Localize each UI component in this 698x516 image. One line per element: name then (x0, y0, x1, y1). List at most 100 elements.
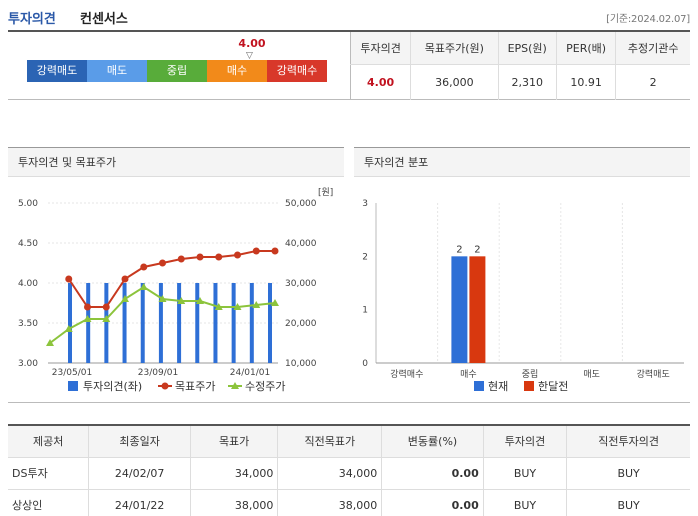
y-left-tick-label: 3.00 (18, 359, 38, 369)
y-left-tick-label: 4.00 (18, 279, 38, 289)
section-header: 투자의견 컨센서스 [기준:2024.02.07] (8, 6, 690, 28)
target-price-point (121, 275, 129, 283)
bar-value-label: 2 (474, 244, 480, 255)
col-header-target: 목표주가(원) (410, 32, 498, 65)
col-header-provider: 제공처 (8, 424, 89, 458)
table-cell: BUY (482, 489, 567, 516)
target-price-value: 36,000 (410, 64, 498, 100)
legend-swatch-opinion (68, 381, 78, 391)
y-tick-label: 3 (362, 199, 368, 209)
table-row: 상상인 24/01/22 38,000 38,000 0.00 BUY BUY (8, 489, 690, 516)
adjusted-price-point (139, 283, 148, 290)
per-value: 10.91 (555, 64, 616, 100)
legend-label: 수정주가 (245, 380, 285, 393)
opinion-bar (177, 283, 182, 363)
opinion-bar (68, 283, 72, 363)
adjusted-price-point (252, 301, 261, 308)
legend-label: 목표주가 (175, 380, 215, 393)
target-price-point (271, 247, 279, 255)
institution-count-value: 2 (615, 64, 690, 100)
col-header-last-date: 최종일자 (88, 424, 191, 458)
table-cell: 0.00 (381, 489, 484, 516)
opinion-price-chart: 3.00 3.50 4.00 4.50 5.00 10,000 20,000 30,000 40… (18, 187, 333, 393)
adjusted-price-point (271, 299, 279, 306)
base-date: [기준:2024.02.07] (606, 14, 690, 25)
y-tick-label: 2 (362, 252, 368, 262)
opinion-bar (140, 283, 145, 363)
adjusted-price-point (233, 303, 242, 310)
legend-label: 현재 (488, 380, 508, 393)
adjusted-price-point (196, 297, 204, 304)
table-cell: BUY (566, 457, 690, 490)
month-ago-bar (469, 256, 486, 363)
target-price-point (84, 303, 91, 311)
col-header-target: 목표가 (189, 424, 278, 458)
y-right-tick-label: 30,000 (285, 279, 317, 289)
opinion-bar (86, 283, 91, 363)
opinion-bar (122, 283, 127, 363)
table-cell: 24/01/22 (88, 489, 191, 516)
legend-marker-adjusted (231, 382, 239, 389)
table-cell: 38,000 (189, 489, 278, 516)
legend-label: 한달전 (538, 380, 568, 393)
col-header-prev-target: 직전목표가 (277, 424, 382, 458)
opinion-bar (195, 283, 200, 363)
legend-swatch-month-ago (524, 381, 534, 391)
legend-label: 투자의견(좌) (83, 380, 142, 393)
y-right-unit-label: [원] (318, 187, 333, 198)
adjusted-price-point (214, 303, 223, 310)
x-tick-label: 강력매수 (390, 368, 423, 380)
adjusted-price-point (46, 339, 54, 346)
bar-value-label: 2 (456, 244, 462, 255)
opinion-pointer-icon: ▽ (246, 51, 253, 61)
section-title: 투자의견 (8, 12, 56, 27)
current-bar (451, 256, 468, 363)
y-tick-label: 1 (362, 306, 368, 316)
col-header-opinion: 투자의견 (349, 32, 411, 65)
y-left-tick-label: 5.00 (18, 199, 38, 209)
adjusted-price-point (158, 295, 167, 302)
table-cell: DS투자 (8, 457, 89, 490)
opinion-bar (268, 283, 272, 363)
section-divider (8, 402, 690, 403)
legend-marker-target (161, 382, 169, 390)
y-right-tick-label: 20,000 (285, 319, 317, 329)
table-cell: BUY (566, 489, 690, 516)
x-tick-label: 강력매도 (637, 368, 670, 380)
y-right-tick-label: 40,000 (285, 239, 317, 249)
target-price-point (159, 259, 166, 267)
opinion-scale-segment: 강력매수 (267, 60, 327, 82)
opinion-value: 4.00 (349, 64, 411, 100)
col-header-change: 변동률(%) (381, 424, 484, 458)
y-left-tick-label: 3.50 (18, 319, 38, 329)
target-price-point (65, 275, 73, 283)
x-tick-label: 23/05/01 (52, 368, 92, 378)
opinion-distribution-chart: 0 1 2 3 강력매수 매수 중립 매도 강력매도 2 2 현재 한달전 (362, 199, 684, 393)
table-cell: 38,000 (277, 489, 382, 516)
opinion-summary: 4.00 ▽ 강력매도 매도 중립 매수 강력매수 투자의견 목표주가(원) EPS(원… (8, 32, 690, 100)
adjusted-price-point (83, 315, 92, 322)
col-header-opinion: 투자의견 (482, 424, 567, 458)
target-price-point (140, 263, 148, 271)
header-divider (8, 30, 690, 32)
provider-table: 제공처 최종일자 목표가 직전목표가 변동률(%) 투자의견 직전투자의견 DS… (8, 424, 690, 516)
opinion-bar (249, 283, 254, 363)
x-tick-label: 매도 (583, 369, 600, 380)
target-price-point (234, 251, 241, 259)
y-tick-label: 0 (362, 359, 368, 369)
target-price-point (252, 247, 260, 255)
adjusted-price-point (177, 297, 186, 304)
y-right-tick-label: 10,000 (285, 359, 317, 369)
opinion-bar (231, 283, 236, 363)
opinion-scale-segment: 매도 (87, 60, 147, 82)
section-subtitle: 컨센서스 (80, 12, 128, 27)
x-tick-label: 중립 (522, 369, 539, 380)
adjusted-price-point (102, 315, 111, 322)
y-right-tick-label: 50,000 (285, 199, 317, 209)
adjusted-price-point (121, 295, 129, 302)
x-tick-label: 23/09/01 (138, 368, 178, 378)
target-price-line (67, 250, 275, 308)
opinion-score: 4.00 (238, 37, 266, 50)
col-header-eps: EPS(원) (497, 32, 557, 65)
adjusted-price-point (64, 325, 73, 332)
